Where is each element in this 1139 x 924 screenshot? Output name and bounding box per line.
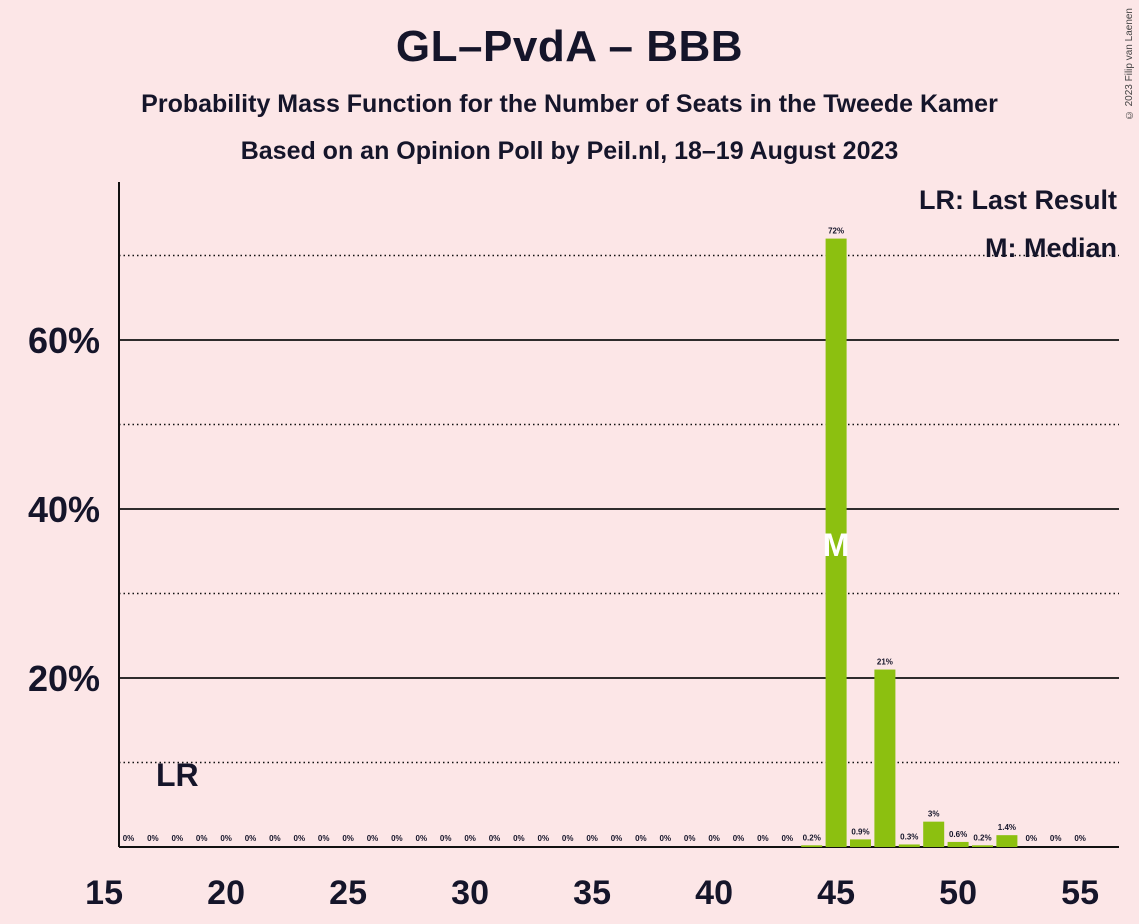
data-label: 0% [1050,834,1062,843]
data-label: 3% [928,810,940,819]
data-label: 0% [1026,834,1038,843]
data-label: 0% [782,834,794,843]
y-tick-label: 40% [28,489,100,530]
data-label: 0% [342,834,354,843]
data-label: 0% [147,834,159,843]
bar-seat-46 [850,839,871,847]
legend-median: M: Median [985,233,1117,263]
data-label: 0% [635,834,647,843]
chart-title: GL–PvdA – BBB [395,22,744,71]
data-label: 0% [513,834,525,843]
data-label: 0% [538,834,550,843]
data-label: 0% [562,834,574,843]
data-label: 0% [269,834,281,843]
data-label: 0% [416,834,428,843]
median-marker: M [823,527,850,563]
data-label: 21% [877,658,893,667]
data-label: 0% [391,834,403,843]
data-label: 0% [611,834,623,843]
data-label: 0% [708,834,720,843]
x-tick-label: 25 [329,874,367,912]
data-label: 0% [220,834,232,843]
data-label: 0% [294,834,306,843]
y-tick-label: 60% [28,320,100,361]
x-tick-label: 45 [817,874,855,912]
data-label: 72% [828,227,844,236]
y-tick-label: 20% [28,658,100,699]
data-label: 0% [245,834,257,843]
data-label: 0.9% [851,827,869,836]
x-tick-label: 55 [1061,874,1099,912]
data-label: 0% [733,834,745,843]
data-label: 0.2% [973,833,991,842]
data-label: 0% [489,834,501,843]
data-label: 0% [172,834,184,843]
x-tick-label: 20 [207,874,245,912]
bar-seat-49 [923,821,945,847]
x-tick-label: 35 [573,874,611,912]
bar-seat-52 [996,835,1018,847]
chart-subtitle: Probability Mass Function for the Number… [141,90,998,118]
x-tick-label: 40 [695,874,733,912]
bar-seat-47 [874,669,896,847]
x-tick-label: 30 [451,874,489,912]
data-label: 1.4% [998,823,1016,832]
data-label: 0% [660,834,672,843]
data-label: 0% [196,834,208,843]
bar-seat-48 [898,844,920,847]
x-tick-label: 15 [85,874,123,912]
data-label: 0.2% [803,833,821,842]
x-tick-label: 50 [939,874,977,912]
data-label: 0.3% [900,832,918,841]
bar-seat-44 [801,845,823,847]
bar-seat-51 [972,845,993,847]
bar-seat-45 [825,238,847,848]
legend-last-result: LR: Last Result [919,185,1117,215]
data-label: 0% [684,834,696,843]
data-label: 0% [367,834,379,843]
data-label: 0% [440,834,452,843]
chart-source: Based on an Opinion Poll by Peil.nl, 18–… [240,137,899,165]
data-label: 0% [123,834,135,843]
bar-seat-50 [947,841,969,847]
data-label: 0% [1074,834,1086,843]
data-label: 0% [318,834,330,843]
data-label: 0% [586,834,598,843]
last-result-marker: LR [156,757,199,793]
data-label: 0% [757,834,769,843]
data-label: 0.6% [949,830,967,839]
data-label: 0% [464,834,476,843]
